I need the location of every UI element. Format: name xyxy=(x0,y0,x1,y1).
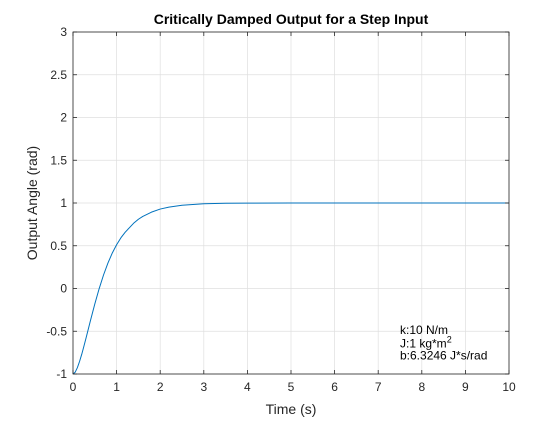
x-tick-labels: 0 1 2 3 4 5 6 7 8 9 10 xyxy=(70,380,516,394)
y-tick-label: 1 xyxy=(60,196,67,210)
annotations: k:10 N/mJ:1 kg*m2b:6.3246 J*s/rad xyxy=(400,323,487,363)
y-tick-label: 0 xyxy=(60,282,67,296)
series-line xyxy=(72,202,509,375)
annotation-text: k:10 N/m xyxy=(400,323,448,337)
x-tick-label: 5 xyxy=(288,380,295,394)
y-tick-label: -0.5 xyxy=(46,324,67,338)
x-tick-label: 3 xyxy=(200,380,207,394)
annotation-text: J:1 kg*m2 xyxy=(400,334,452,350)
x-tick-label: 10 xyxy=(502,380,516,394)
y-tick-label: 3 xyxy=(60,25,67,39)
y-tick-label: 0.5 xyxy=(50,239,67,253)
x-tick-label: 4 xyxy=(244,380,251,394)
y-tick-label: 2.5 xyxy=(50,68,67,82)
y-tick-label: -1 xyxy=(56,367,67,381)
x-axis-label: Time (s) xyxy=(266,401,317,417)
tick-marks xyxy=(72,31,510,375)
chart-title: Critically Damped Output for a Step Inpu… xyxy=(154,11,429,27)
x-tick-label: 0 xyxy=(70,380,77,394)
x-tick-label: 7 xyxy=(375,380,382,394)
y-tick-labels: -1 -0.5 0 0.5 1 1.5 2 2.5 3 xyxy=(46,25,67,381)
x-tick-label: 2 xyxy=(157,380,164,394)
y-tick-label: 2 xyxy=(60,111,67,125)
y-tick-label: 1.5 xyxy=(50,153,67,167)
x-tick-label: 1 xyxy=(113,380,120,394)
x-tick-label: 9 xyxy=(462,380,469,394)
x-tick-label: 8 xyxy=(418,380,425,394)
x-tick-label: 6 xyxy=(331,380,338,394)
series-layer xyxy=(72,202,509,375)
y-axis-label: Output Angle (rad) xyxy=(24,146,40,260)
annotation-text: b:6.3246 J*s/rad xyxy=(400,348,487,362)
